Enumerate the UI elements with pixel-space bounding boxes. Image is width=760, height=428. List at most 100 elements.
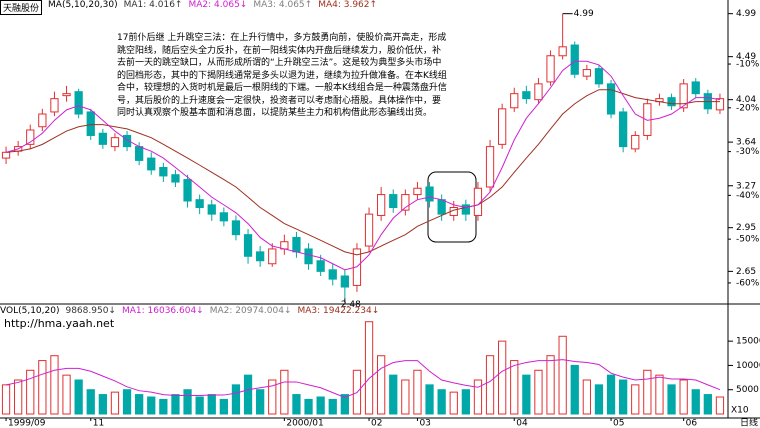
volume-bar xyxy=(195,396,204,415)
volume-bar xyxy=(631,384,640,415)
candle-body xyxy=(522,91,531,100)
candle-body xyxy=(510,93,519,109)
header-item: MA2: 4.065↓ xyxy=(188,0,248,10)
y-tick-label: 5000 xyxy=(736,385,759,395)
watermark: http://hma.yaah.net xyxy=(4,317,115,330)
volume-bar xyxy=(667,384,676,415)
volume-bar xyxy=(86,389,95,415)
period-label: 日线 xyxy=(740,417,758,428)
candle-body xyxy=(26,129,35,145)
volume-bar xyxy=(98,394,107,415)
y2-tick-label: -50% xyxy=(736,235,760,245)
header-item: 9868.950↓ xyxy=(65,306,116,316)
x-tick-label: 1999/09 xyxy=(8,419,46,428)
x-tick-label: 03 xyxy=(419,419,430,428)
stock-name: 天融股份 xyxy=(0,0,43,15)
candle-body xyxy=(570,44,579,75)
volume-bar xyxy=(219,398,228,415)
candle-body xyxy=(328,269,337,280)
volume-bar xyxy=(679,379,688,415)
volume-bar xyxy=(38,360,47,415)
candle-body xyxy=(679,83,688,109)
volume-bar xyxy=(425,384,434,415)
y-tick-label: 2.65 xyxy=(736,267,756,277)
volume-bar xyxy=(74,379,83,415)
volume-header: VOL(5,10,20) 9868.950↓ MA1: 16036.604↓ MA2:… xyxy=(0,306,379,316)
header-item: MA1: 16036.604↓ xyxy=(121,306,204,316)
x-tick-label: 04 xyxy=(516,419,528,428)
candle-body xyxy=(231,220,241,236)
volume-bar xyxy=(268,379,277,415)
candle-body xyxy=(86,111,95,136)
volume-bar xyxy=(1,384,11,415)
candle-body xyxy=(558,46,567,57)
ma-line xyxy=(6,89,720,256)
candle-body xyxy=(50,98,59,113)
volume-bar xyxy=(691,389,700,415)
y2-tick-label: -10% xyxy=(736,60,760,70)
candle-body xyxy=(292,236,301,253)
volume-bar xyxy=(328,398,337,415)
candle-body xyxy=(62,93,71,97)
candle-body xyxy=(534,83,543,101)
volume-bar xyxy=(582,379,591,415)
candle-body xyxy=(631,134,640,150)
candle-body xyxy=(110,137,120,148)
high-label: 4.99 xyxy=(574,9,594,19)
y-tick-label: 4.04 xyxy=(736,95,756,105)
candle-body xyxy=(461,204,470,215)
annotation: 17前仆后继 上升跳空三法：在上升行情中，多方鼓勇向前，使股价高开高走，形成跳空… xyxy=(117,33,447,118)
candle-body xyxy=(268,248,277,265)
candle-body xyxy=(304,248,313,265)
candle-body xyxy=(485,146,495,188)
candle-body xyxy=(316,260,325,272)
y-tick-label: 15000 xyxy=(736,337,760,347)
volume-bar xyxy=(377,355,386,415)
volume-bar xyxy=(231,384,241,415)
y-tick-label: 3.27 xyxy=(736,181,756,191)
volume-bar xyxy=(522,374,531,415)
candle-body xyxy=(183,179,192,202)
y-tick-label: 4.99 xyxy=(736,9,756,19)
candle-body xyxy=(582,69,591,77)
volume-bar xyxy=(643,369,652,415)
volume-bar xyxy=(401,379,410,415)
candle-body xyxy=(219,212,228,222)
volume-bar xyxy=(256,389,265,415)
volume-bar xyxy=(280,369,289,415)
volume-bar xyxy=(135,394,144,415)
x-tick-label: 05 xyxy=(613,419,624,428)
volume-bar xyxy=(26,369,35,415)
candle-body xyxy=(715,98,725,111)
volume-bar xyxy=(619,379,628,415)
y2-tick-label: -40% xyxy=(736,191,760,201)
candle-body xyxy=(195,199,204,208)
volume-bar xyxy=(570,364,579,415)
volume-bar xyxy=(546,355,555,415)
volume-bar xyxy=(171,394,180,415)
volume-bar xyxy=(304,398,313,415)
candle-body xyxy=(389,194,398,208)
volume-bar xyxy=(534,369,543,415)
volume-bar xyxy=(606,374,616,415)
header-item: MA4: 3.962↑ xyxy=(318,0,378,10)
volume-bar xyxy=(207,394,216,415)
x-tick-label: 06 xyxy=(686,419,698,428)
candle-body xyxy=(401,194,410,211)
y2-tick-label: -20% xyxy=(736,103,760,113)
candle-body xyxy=(594,68,604,85)
candle-body xyxy=(135,146,144,161)
volume-bar xyxy=(594,384,604,415)
volume-bar xyxy=(485,355,495,415)
ma-line xyxy=(5,60,721,271)
candle-body xyxy=(413,187,422,196)
volume-bar xyxy=(14,379,23,415)
volume-bar xyxy=(389,374,398,415)
candle-body xyxy=(425,186,434,202)
volume-bar xyxy=(62,374,71,415)
candle-body xyxy=(691,81,700,95)
x-tick-label: 2000/01 xyxy=(286,419,323,428)
x-tick-label: 11 xyxy=(93,419,104,428)
